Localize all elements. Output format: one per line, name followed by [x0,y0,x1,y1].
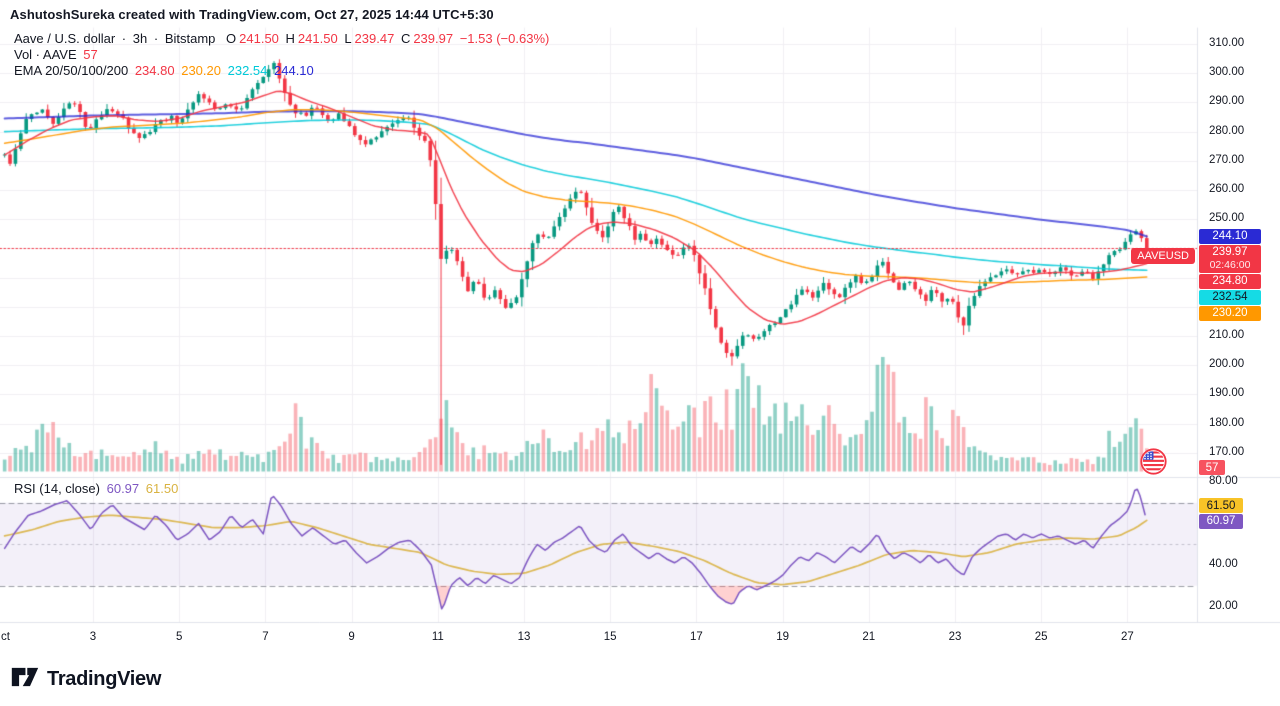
rsi-axis-label: 80.00 [1209,475,1238,487]
price-axis-label: 290.00 [1209,95,1245,108]
price-axis-label: 250.00 [1209,212,1245,225]
price-badge-value: 230.20 [1212,307,1248,320]
open-value: 241.50 [239,31,279,46]
exchange-label: Bitstamp [164,31,216,46]
tradingview-logo-icon [10,664,40,695]
ema-label[interactable]: EMA 20/50/100/200 [14,63,129,78]
time-axis-label: 25 [1034,631,1048,643]
time-axis-label: 11 [431,631,444,643]
rsi-axis-label: 40.00 [1209,558,1238,570]
legend-row-rsi: RSI (14, close) 60.97 61.50 [14,481,181,496]
time-axis-label: 21 [862,631,876,643]
time-axis-label: 7 [262,631,269,643]
time-axis-label: 17 [689,631,703,643]
rsi-ma-badge: 61.50 [1199,498,1243,514]
price-badge-value: 234.80 [1212,275,1248,288]
separator-dot: · [153,31,159,46]
price-axis-label: 270.00 [1209,153,1245,166]
tradingview-footer[interactable]: TradingView [10,664,161,695]
interval-label[interactable]: 3h [132,31,148,46]
time-axis-label: 5 [175,631,183,643]
close-label: C [400,31,411,46]
price-badge: 234.80 [1199,273,1261,289]
time-axis-label: 15 [603,631,617,643]
separator-dot: · [121,31,127,46]
ema200-value: 244.10 [274,63,314,78]
close-value: 239.97 [413,31,454,46]
volume-label[interactable]: Vol · AAVE [14,47,77,62]
time-axis-label: 23 [948,631,962,643]
price-badge: 230.20 [1199,305,1261,321]
symbol-price-tag: AAVEUSD [1131,247,1195,264]
chart-canvas[interactable] [0,0,1280,660]
price-badge: 239.97 02:46:00 [1199,244,1261,273]
price-badge: 232.54 [1199,289,1261,305]
volume-badge: 57 [1199,460,1225,475]
price-axis-label: 200.00 [1209,358,1245,371]
attribution: AshutoshSureka created with TradingView.… [10,7,494,22]
price-axis-label: 190.00 [1209,387,1245,400]
legend-row-symbol: Aave / U.S. dollar · 3h · Bitstamp O 241.… [14,31,552,46]
usd-flag-icon [1140,448,1167,480]
time-axis-label: 27 [1120,631,1134,643]
change-value: −1.53 (−0.63%) [459,31,550,46]
rsi-axis-label: 20.00 [1209,599,1238,612]
time-axis-label: 9 [348,631,355,643]
price-axis-label: 280.00 [1209,124,1245,137]
price-axis-label: 260.00 [1209,183,1245,195]
price-badge-value: 239.97 [1212,245,1248,258]
rsi-value: 60.97 [106,481,140,496]
time-axis-label: 19 [776,631,789,643]
symbol-title[interactable]: Aave / U.S. dollar [14,31,116,46]
ema50-value: 230.20 [181,63,221,78]
open-label: O [226,31,237,46]
price-axis-label: 300.00 [1209,66,1245,79]
price-badge-value: 232.54 [1212,291,1248,304]
legend-row-volume: Vol · AAVE 57 [14,47,101,62]
price-axis-label: 310.00 [1209,37,1245,49]
price-axis-label: 180.00 [1209,416,1245,429]
high-value: 241.50 [297,31,338,46]
legend-row-ema: EMA 20/50/100/200 234.80 230.20 232.54 2… [14,63,317,78]
price-badge-value: 244.10 [1212,230,1248,243]
price-axis-label: 170.00 [1209,445,1245,458]
rsi-label[interactable]: RSI (14, close) [14,481,100,496]
price-axis-label: 210.00 [1209,329,1245,341]
volume-value: 57 [83,47,98,62]
time-axis-label: 3 [89,631,97,643]
ema20-value: 234.80 [134,63,175,78]
low-value: 239.47 [354,31,395,46]
low-label: L [344,31,352,46]
rsi-ma-value: 61.50 [145,481,179,496]
ema100-value: 232.54 [227,63,268,78]
high-label: H [285,31,295,46]
time-axis-label: ct [1,631,10,643]
countdown-timer: 02:46:00 [1209,258,1251,271]
time-axis-label: 13 [517,631,531,643]
rsi-badge: 60.97 [1199,513,1243,529]
tradingview-logo-text: TradingView [47,668,162,690]
price-badge: 244.10 [1199,228,1261,244]
